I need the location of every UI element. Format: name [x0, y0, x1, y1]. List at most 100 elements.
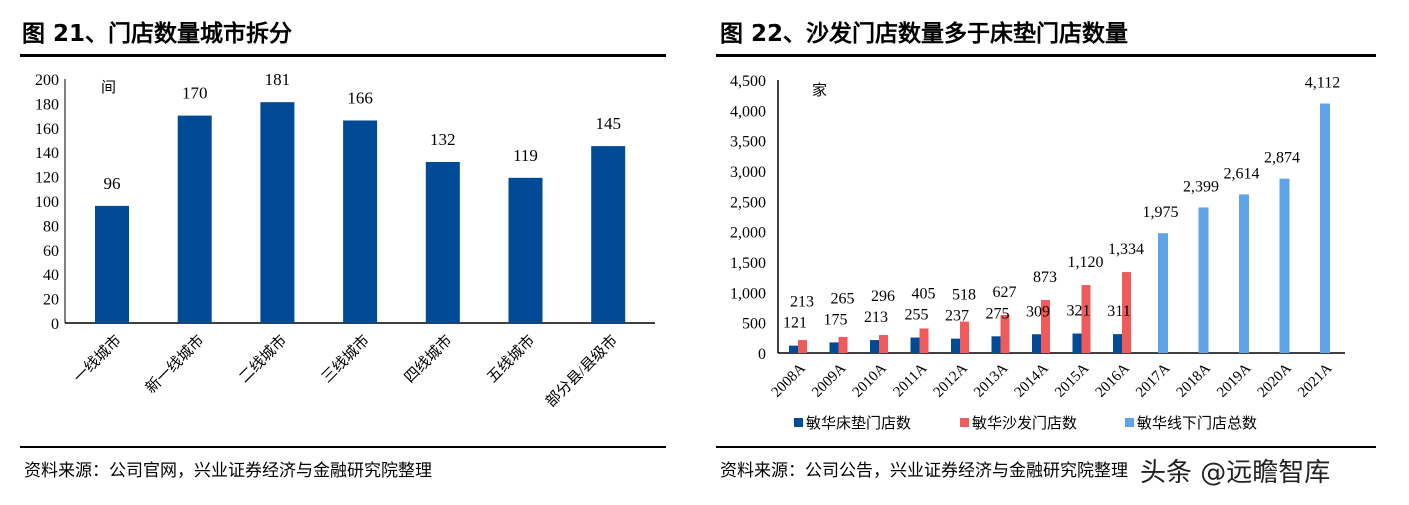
- watermark: 头条 @远瞻智库: [1140, 458, 1331, 488]
- top-rule-left: [20, 54, 666, 57]
- data-label-total: 4,112: [1305, 75, 1340, 92]
- x-tick-label: 五线城市: [484, 332, 538, 386]
- bar-total: [1320, 103, 1330, 353]
- x-tick-label: 新一线城市: [142, 332, 207, 397]
- y-tick-label: 4,000: [730, 103, 766, 120]
- data-label-sofa: 405: [912, 286, 936, 303]
- data-label-sofa: 1,334: [1108, 241, 1144, 258]
- bar: [343, 120, 378, 323]
- bar-mattress: [1113, 334, 1122, 353]
- y-tick-label: 180: [35, 96, 59, 113]
- y-tick-label: 1,500: [730, 255, 766, 272]
- bar-mattress: [1032, 334, 1041, 353]
- data-label-sofa: 518: [952, 287, 976, 304]
- data-label: 170: [182, 84, 208, 103]
- y-tick-label: 3,500: [730, 134, 766, 151]
- x-tick-label: 2018A: [1174, 360, 1214, 400]
- data-label-mattress: 309: [1026, 303, 1050, 320]
- data-label-sofa: 265: [831, 290, 855, 307]
- y-tick-label: 3,000: [730, 164, 766, 181]
- data-label-mattress: 121: [783, 315, 807, 332]
- data-label-total: 1,975: [1143, 204, 1179, 221]
- data-label-mattress: 175: [824, 311, 848, 328]
- legend-swatch: [960, 418, 969, 427]
- bar-sofa: [960, 321, 969, 353]
- bar-sofa: [838, 336, 848, 353]
- top-rule-right: [716, 54, 1376, 57]
- legend-swatch: [1125, 418, 1134, 427]
- y-tick-label: 60: [43, 243, 59, 260]
- x-tick-label: 2010A: [850, 360, 890, 400]
- bar: [95, 205, 129, 323]
- bar-sofa: [1122, 272, 1131, 353]
- source-note-left: 资料来源：公司官网，兴业证券经济与金融研究院整理: [24, 461, 432, 481]
- bar-sofa: [919, 328, 929, 353]
- chart-title-right: 图 22、沙发门店数量多于床垫门店数量: [720, 21, 1129, 47]
- y-tick-label: 0: [758, 346, 766, 363]
- data-label-sofa: 296: [871, 288, 895, 305]
- bar-mattress: [789, 345, 798, 353]
- x-tick-label: 一线城市: [70, 332, 124, 386]
- bar: [508, 177, 543, 323]
- x-tick-label: 2020A: [1255, 360, 1295, 400]
- x-tick-label: 2014A: [1012, 360, 1052, 400]
- x-tick-label: 部分县/县级市: [542, 332, 621, 411]
- y-tick-label: 140: [35, 145, 59, 162]
- x-tick-label: 2017A: [1133, 360, 1173, 400]
- data-label: 145: [595, 114, 621, 133]
- bar-total: [1198, 207, 1209, 353]
- y-tick-label: 1,000: [730, 285, 766, 302]
- data-label-mattress: 213: [864, 309, 888, 326]
- y-unit-label: 间: [101, 79, 116, 96]
- legend-label: 敏华沙发门店数: [972, 415, 1077, 432]
- x-tick-label: 三线城市: [318, 332, 372, 386]
- data-label-sofa: 213: [790, 294, 814, 311]
- y-tick-label: 20: [43, 292, 59, 309]
- data-label-total: 2,614: [1224, 165, 1260, 182]
- bar-mattress: [829, 342, 839, 353]
- bar: [177, 115, 212, 323]
- source-note-right: 资料来源：公司公告，兴业证券经济与金融研究院整理: [720, 461, 1128, 481]
- data-label: 166: [347, 88, 373, 107]
- bar-sofa: [1081, 285, 1091, 353]
- bar: [260, 102, 295, 324]
- y-tick-label: 40: [43, 267, 59, 284]
- bar-mattress: [1072, 333, 1082, 353]
- data-label-mattress: 237: [945, 308, 969, 325]
- x-tick-label: 2011A: [891, 360, 931, 400]
- data-label-sofa: 1,120: [1068, 254, 1104, 271]
- bar-total: [1239, 194, 1249, 353]
- bar-mattress: [991, 336, 1001, 353]
- y-tick-label: 0: [51, 316, 59, 333]
- x-tick-label: 四线城市: [401, 332, 455, 386]
- y-tick-label: 500: [742, 316, 766, 333]
- x-tick-label: 二线城市: [236, 332, 290, 386]
- y-tick-label: 2,000: [730, 225, 766, 242]
- bar-mattress: [870, 340, 879, 353]
- data-label: 132: [430, 130, 456, 149]
- data-label-mattress: 321: [1067, 303, 1091, 320]
- bar: [425, 161, 460, 323]
- data-label-total: 2,874: [1264, 150, 1300, 167]
- x-tick-label: 2008A: [769, 360, 809, 400]
- data-label: 119: [513, 146, 538, 165]
- legend-label: 敏华床垫门店数: [806, 415, 911, 432]
- bottom-rule-left: [20, 446, 666, 448]
- y-unit-label: 家: [812, 82, 827, 99]
- bar-mattress: [951, 338, 960, 353]
- bar-total: [1279, 178, 1290, 353]
- bar-total: [1158, 233, 1168, 353]
- x-tick-label: 2012A: [931, 360, 971, 400]
- y-tick-label: 160: [35, 121, 59, 138]
- bar-sofa: [879, 335, 888, 353]
- data-label-sofa: 873: [1033, 269, 1057, 286]
- y-tick-label: 100: [35, 194, 59, 211]
- data-label-mattress: 255: [905, 307, 929, 324]
- x-tick-label: 2021A: [1295, 360, 1335, 400]
- bar-sofa: [798, 340, 807, 353]
- y-tick-label: 200: [35, 72, 59, 89]
- chart-title-left: 图 21、门店数量城市拆分: [22, 21, 293, 47]
- x-tick-label: 2016A: [1093, 360, 1133, 400]
- x-tick-label: 2009A: [809, 360, 849, 400]
